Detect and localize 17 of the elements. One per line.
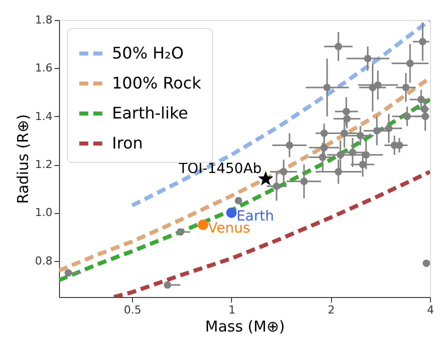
y-tick-label: 0.8: [35, 254, 52, 268]
x-axis-title: Mass (M⊕): [205, 318, 285, 336]
x-tick-label: 4: [427, 304, 434, 316]
y-tick-label: 1.2: [35, 158, 52, 172]
x-tick-label: 1: [228, 304, 236, 316]
x-tick-label: 0.5: [124, 304, 142, 316]
y-tick-label: 1.4: [35, 110, 52, 123]
y-tick-label: 1.6: [35, 62, 52, 75]
legend-label: 100% Rock: [112, 74, 202, 92]
legend-label: 50% H₂O: [112, 44, 184, 62]
y-tick-label: 1.0: [35, 206, 52, 220]
series-label: TOI-1450Ab: [178, 160, 262, 177]
legend-label: Earth-like: [112, 104, 188, 122]
legend-label: Iron: [112, 134, 143, 152]
y-tick-label: 1.8: [35, 14, 52, 26]
y-axis-title: Radius (R⊕): [14, 114, 32, 204]
x-tick-label: 2: [328, 304, 335, 316]
